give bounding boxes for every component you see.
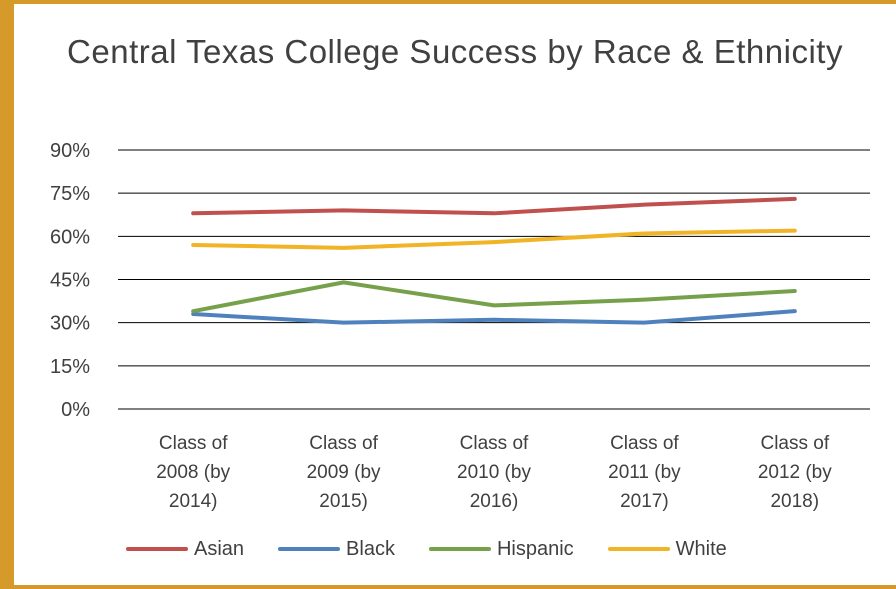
x-tick-label: 2009 (by [307, 462, 381, 483]
chart-legend: Asian Black Hispanic White [126, 534, 727, 564]
x-tick-label: 2014) [169, 491, 218, 512]
x-tick-label: 2018) [770, 491, 819, 512]
series-line-black [193, 311, 795, 323]
y-tick-label: 45% [50, 270, 90, 292]
legend-item-asian: Asian [126, 538, 244, 561]
x-tick-label: Class of [309, 433, 378, 454]
y-tick-label: 60% [50, 226, 90, 248]
x-tick-label: 2016) [470, 491, 519, 512]
x-tick-label: Class of [460, 433, 529, 454]
line-chart: 0% 15% 30% 45% 60% 75% 90% Class of 2008 (by 2014… [14, 4, 896, 589]
series-line-hispanic [193, 282, 795, 311]
legend-label: Hispanic [497, 538, 574, 561]
legend-item-black: Black [278, 538, 395, 561]
series-line-white [193, 231, 795, 248]
x-tick-label: 2017) [620, 491, 669, 512]
x-tick-label: 2011 (by [608, 462, 681, 483]
y-tick-label: 75% [50, 183, 90, 205]
legend-swatch [278, 547, 340, 551]
x-tick-label: 2008 (by [156, 462, 230, 483]
y-tick-label: 0% [61, 399, 90, 421]
legend-swatch [429, 547, 491, 551]
legend-swatch [608, 547, 670, 551]
legend-swatch [126, 547, 188, 551]
legend-item-white: White [608, 538, 727, 561]
chart-panel: Central Texas College Success by Race & … [14, 0, 896, 585]
y-tick-label: 90% [50, 140, 90, 162]
x-tick-label: Class of [610, 433, 679, 454]
legend-label: White [676, 538, 727, 561]
legend-label: Black [346, 538, 395, 561]
y-tick-label: 15% [50, 356, 90, 378]
x-tick-label: 2012 (by [758, 462, 832, 483]
x-tick-label: Class of [760, 433, 829, 454]
x-tick-label: 2010 (by [457, 462, 531, 483]
y-tick-label: 30% [50, 313, 90, 335]
x-tick-label: 2015) [319, 491, 368, 512]
legend-item-hispanic: Hispanic [429, 538, 574, 561]
series-line-asian [193, 199, 795, 213]
x-tick-label: Class of [159, 433, 228, 454]
legend-label: Asian [194, 538, 244, 561]
